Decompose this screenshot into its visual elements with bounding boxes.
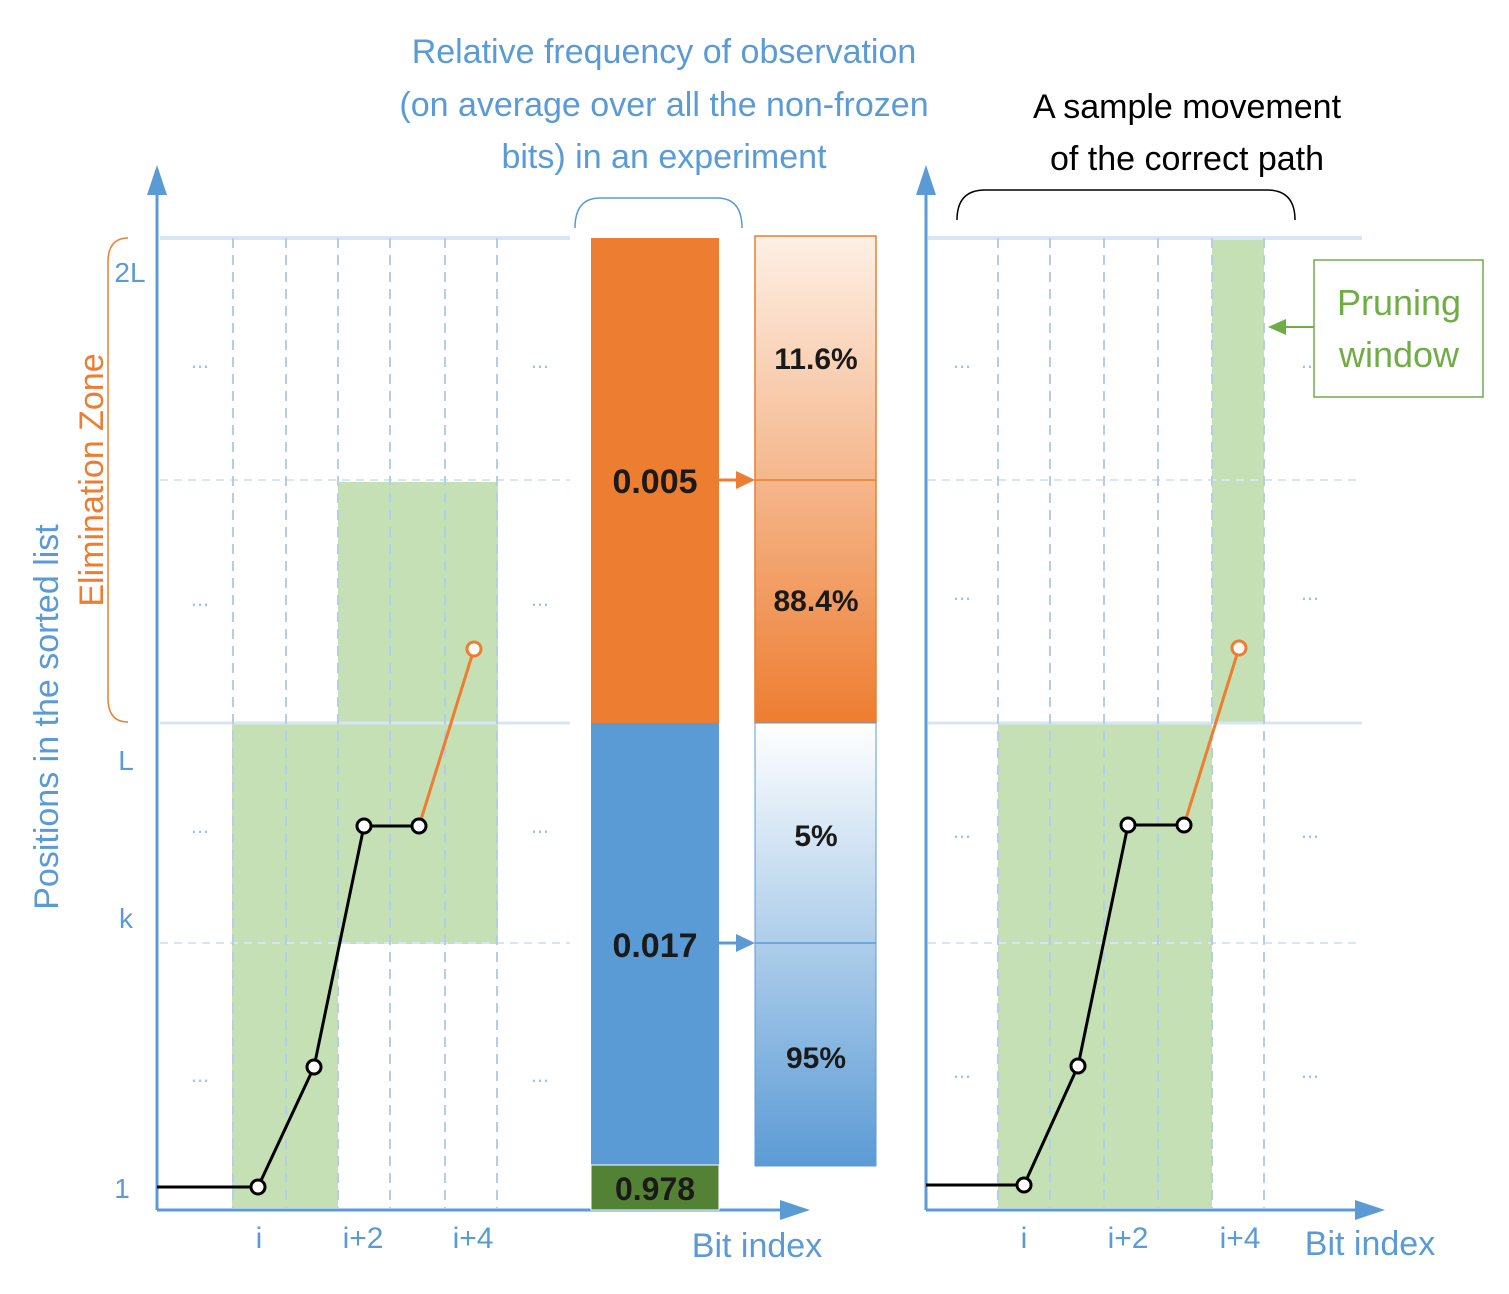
left-panel: ... ... ... ... ... ... ... ... 2L L k 1: [28, 165, 822, 1265]
svg-text:...: ...: [191, 348, 209, 373]
left-path-eliminated-node: [465, 640, 483, 658]
percent-upper-top: 11.6%: [774, 343, 857, 376]
frequency-bar-within-list: [591, 723, 719, 1165]
left-path-nodes: [249, 817, 428, 1196]
left-path-eliminated-segment: [417, 648, 476, 827]
left-x-axis-label: Bit index: [692, 1227, 822, 1265]
left-x-tick-labels: i i+2 i+4: [256, 1222, 494, 1255]
svg-text:...: ...: [953, 818, 971, 843]
frequency-bar-elimination: [591, 238, 719, 723]
elimination-zone-label: Elimination Zone: [73, 353, 111, 606]
percent-upper-bottom: 88.4%: [773, 585, 858, 618]
pruning-window-line2: window: [1338, 334, 1460, 375]
left-window-lower: [232, 724, 338, 1208]
frequency-brace: [574, 197, 743, 229]
right-window-lower: [998, 724, 1212, 1208]
left-x-tick-i2: i+2: [343, 1222, 384, 1255]
y-axis-label: Positions in the sorted list: [28, 524, 66, 910]
pruning-window-line1: Pruning: [1337, 282, 1461, 323]
frequency-lower-value: 0.017: [612, 927, 697, 965]
sample-title-line1: A sample movement: [1033, 88, 1342, 126]
left-vertical-gridlines: [232, 238, 498, 1208]
left-x-tick-i4: i+4: [453, 1222, 494, 1255]
right-x-tick-labels: i i+2 i+4: [1021, 1222, 1261, 1255]
svg-text:...: ...: [1301, 818, 1319, 843]
svg-text:...: ...: [953, 1058, 971, 1083]
lower-arrow-head: [736, 934, 755, 952]
y-tick-2L: 2L: [114, 257, 145, 288]
percent-bar-within-list: [754, 722, 877, 1167]
frequency-title-line1: Relative frequency of observation: [412, 33, 917, 71]
y-tick-labels: 2L L k 1: [114, 257, 145, 1204]
right-x-tick-i: i: [1021, 1222, 1028, 1255]
right-x-axis-label: Bit index: [1305, 1225, 1435, 1263]
svg-text:...: ...: [191, 813, 209, 838]
svg-text:...: ...: [953, 580, 971, 605]
y-tick-L: L: [118, 745, 134, 776]
right-path-nodes: [1015, 816, 1193, 1194]
pruning-arrow-head: [1268, 319, 1286, 335]
svg-text:...: ...: [1301, 1058, 1319, 1083]
right-path-final-node: [1230, 639, 1248, 657]
left-x-tick-i: i: [256, 1222, 263, 1255]
right-x-tick-i2: i+2: [1108, 1222, 1149, 1255]
right-x-axis-arrow: [1355, 1200, 1385, 1220]
right-x-tick-i4: i+4: [1220, 1222, 1261, 1255]
svg-text:...: ...: [531, 1062, 549, 1087]
left-ellipses: ... ... ... ... ... ... ... ...: [191, 348, 549, 1087]
y-tick-1: 1: [114, 1173, 130, 1204]
svg-text:...: ...: [531, 813, 549, 838]
left-x-axis-arrow: [780, 1200, 810, 1220]
frequency-bar-first: [590, 1164, 720, 1211]
upper-arrow-head: [736, 471, 755, 489]
svg-text:...: ...: [531, 586, 549, 611]
svg-text:...: ...: [953, 348, 971, 373]
frequency-bar: 0.005 0.017 0.978: [590, 238, 755, 1211]
right-panel: ... ... ... ... ... ... ... ... i i+2 i+…: [916, 165, 1484, 1263]
percent-lower-bottom: 95%: [786, 1042, 846, 1075]
percent-lower-top: 5%: [794, 820, 837, 853]
percent-bar: 11.6% 88.4% 5% 95%: [754, 235, 877, 1167]
left-window-upper: [338, 482, 498, 944]
svg-text:...: ...: [1301, 580, 1319, 605]
frequency-upper-value: 0.005: [612, 463, 697, 501]
svg-text:...: ...: [191, 1062, 209, 1087]
frequency-title-line2: (on average over all the non-frozen: [399, 86, 928, 124]
y-tick-k: k: [119, 903, 134, 934]
frequency-title: Relative frequency of observation (on av…: [399, 33, 928, 176]
right-y-axis-arrow: [916, 165, 936, 195]
sample-title-line2: of the correct path: [1050, 140, 1324, 178]
frequency-bottom-value: 0.978: [615, 1171, 695, 1207]
right-vertical-gridlines: [997, 238, 1265, 1208]
sample-brace: [956, 189, 1296, 221]
left-y-axis-arrow: [147, 165, 167, 195]
frequency-title-line3: bits) in an experiment: [501, 138, 827, 176]
svg-text:...: ...: [531, 348, 549, 373]
elimination-zone-bracket: [107, 237, 129, 723]
svg-text:...: ...: [191, 586, 209, 611]
right-path-eliminated-segment: [1182, 647, 1241, 826]
pruning-window-callout: [1313, 259, 1484, 398]
sample-title: A sample movement of the correct path: [1033, 88, 1342, 178]
